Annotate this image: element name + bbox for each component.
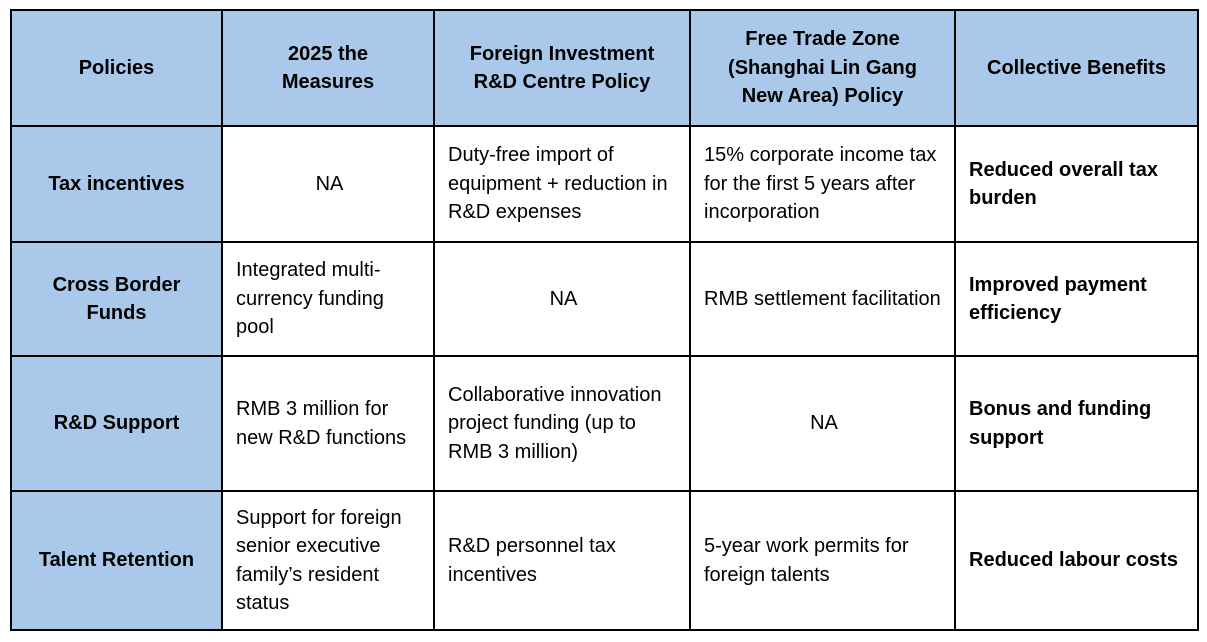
row-label-cross-border-funds: Cross Border Funds — [10, 241, 223, 357]
policy-comparison-table: Policies 2025 the Measures Foreign Inves… — [10, 9, 1199, 631]
cell-foreign-rd: NA — [433, 241, 691, 357]
header-2025-measures: 2025 the Measures — [221, 9, 435, 127]
header-collective-benefits: Collective Benefits — [954, 9, 1199, 127]
header-policies: Policies — [10, 9, 223, 127]
table-row: Tax incentives NA Duty-free import of eq… — [10, 125, 1199, 243]
header-foreign-investment-rd: Foreign Investment R&D Centre Policy — [433, 9, 691, 127]
cell-2025-measures: Integrated multi-currency funding pool — [221, 241, 435, 357]
table-row: R&D Support RMB 3 million for new R&D fu… — [10, 355, 1199, 492]
row-label-talent-retention: Talent Retention — [10, 490, 223, 631]
cell-ftz: NA — [689, 355, 956, 492]
table-row: Cross Border Funds Integrated multi-curr… — [10, 241, 1199, 357]
header-free-trade-zone: Free Trade Zone (Shanghai Lin Gang New A… — [689, 9, 956, 127]
cell-2025-measures: NA — [221, 125, 435, 243]
header-row: Policies 2025 the Measures Foreign Inves… — [10, 9, 1199, 127]
cell-ftz: 15% corporate income tax for the first 5… — [689, 125, 956, 243]
row-label-tax-incentives: Tax incentives — [10, 125, 223, 243]
cell-collective-benefit: Bonus and funding support — [954, 355, 1199, 492]
table-header: Policies 2025 the Measures Foreign Inves… — [10, 9, 1199, 127]
cell-foreign-rd: Duty-free import of equipment + reductio… — [433, 125, 691, 243]
cell-collective-benefit: Reduced labour costs — [954, 490, 1199, 631]
cell-foreign-rd: R&D personnel tax incentives — [433, 490, 691, 631]
cell-ftz: RMB settlement facilitation — [689, 241, 956, 357]
row-label-rd-support: R&D Support — [10, 355, 223, 492]
table-body: Tax incentives NA Duty-free import of eq… — [10, 125, 1199, 631]
cell-collective-benefit: Reduced overall tax burden — [954, 125, 1199, 243]
cell-2025-measures: Support for foreign senior executive fam… — [221, 490, 435, 631]
cell-collective-benefit: Improved payment efficiency — [954, 241, 1199, 357]
table-row: Talent Retention Support for foreign sen… — [10, 490, 1199, 631]
cell-ftz: 5-year work permits for foreign talents — [689, 490, 956, 631]
cell-2025-measures: RMB 3 million for new R&D functions — [221, 355, 435, 492]
cell-foreign-rd: Collaborative innovation project funding… — [433, 355, 691, 492]
